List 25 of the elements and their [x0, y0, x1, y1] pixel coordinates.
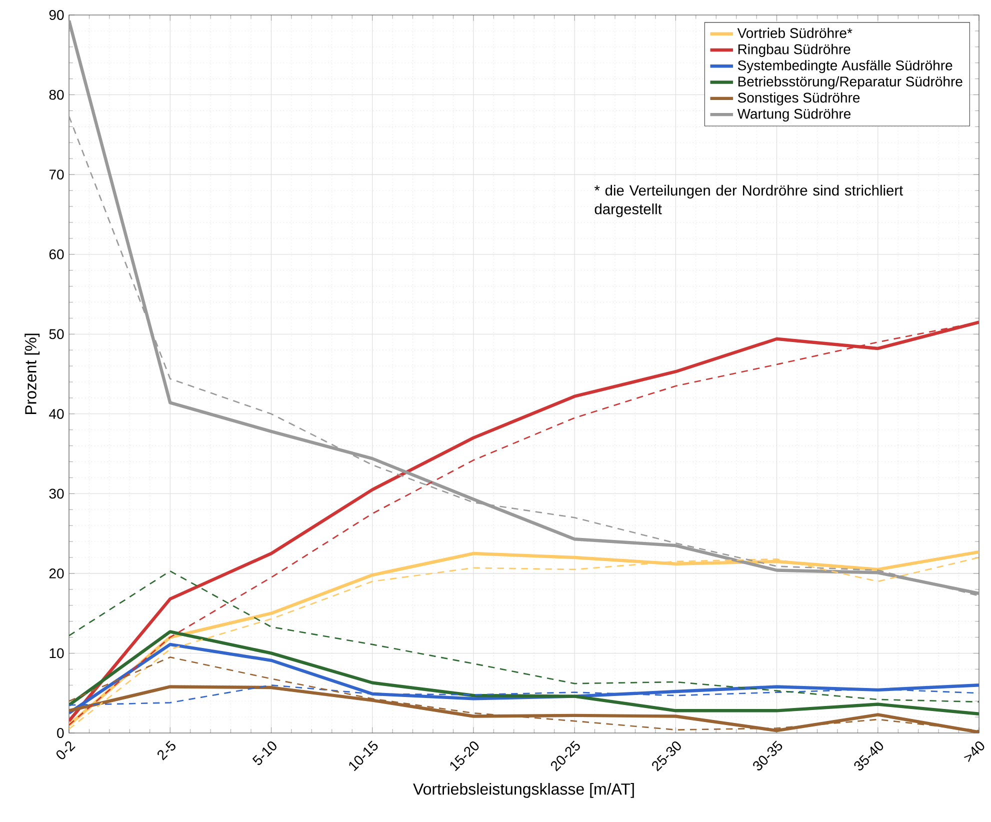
legend-label: Ringbau Südröhre — [738, 44, 850, 57]
line-series — [69, 642, 980, 715]
y-tick-label: 20 — [49, 568, 64, 578]
legend-label: Wartung Südröhre — [737, 108, 851, 122]
legend-label: Vortrieb Südröhre* — [737, 28, 852, 38]
x-tick-label: >40 — [964, 741, 984, 762]
y-tick-label: 70 — [49, 170, 64, 180]
annotation: * die Verteilungen der Nordröhre sind strichliert dargestellt — [594, 184, 904, 218]
y-tick-label: 90 — [49, 10, 64, 20]
line-series — [69, 630, 980, 716]
x-tick-label: 2-5 — [158, 740, 176, 760]
x-tick-label: 5-10 — [252, 741, 276, 765]
x-tick-label: 0-2 — [56, 741, 76, 760]
y-tick-label: 40 — [49, 408, 64, 419]
x-axis-title: Vortriebsleistungsklasse [m/AT] — [413, 782, 634, 798]
legend-label: Betriebsstörung/Reparatur Südröhre — [738, 76, 962, 90]
y-tick-label: 60 — [49, 249, 64, 260]
y-tick-label: 0 — [57, 728, 64, 738]
y-tick-label: 10 — [50, 648, 64, 658]
y-axis-title: Prozent [%] — [24, 334, 40, 414]
y-tick-label: 80 — [49, 90, 64, 100]
legend-label: Systembedingte Ausfälle Südröhre — [738, 60, 952, 74]
y-tick-label: 30 — [49, 488, 64, 499]
legend-label: Sonstiges Südröhre — [738, 92, 860, 106]
y-tick-label: 50 — [49, 329, 64, 340]
